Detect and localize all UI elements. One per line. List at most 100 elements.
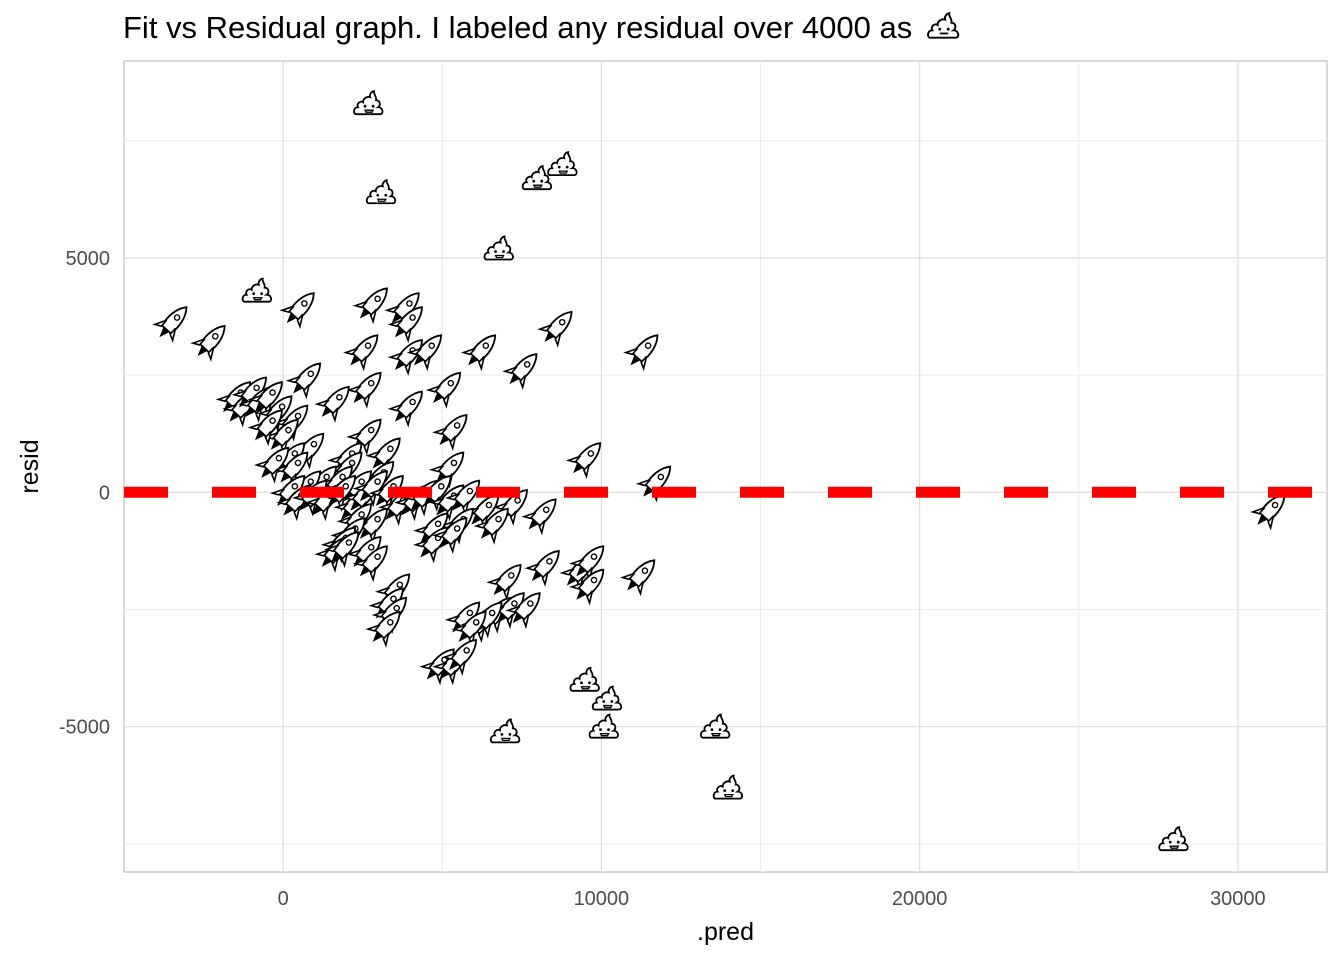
rocket-flame xyxy=(576,566,586,577)
rocket-window xyxy=(657,473,665,481)
rocket-flame xyxy=(312,505,322,516)
poo-mouth xyxy=(500,737,511,742)
rocket-window xyxy=(173,314,181,321)
rocket-window xyxy=(253,384,260,392)
rocket-body xyxy=(545,310,573,340)
rocket-flame xyxy=(576,589,586,600)
poo-icon xyxy=(483,235,514,261)
poo-mouth xyxy=(710,733,722,737)
rocket-window xyxy=(523,361,531,368)
rocket-icon xyxy=(190,324,226,362)
rocket-icon xyxy=(502,353,538,391)
poo-icon xyxy=(700,713,731,739)
rocket-fin xyxy=(502,366,527,391)
rocket-flame xyxy=(331,552,341,563)
poo-eye xyxy=(363,104,367,108)
rocket-icon xyxy=(314,385,350,423)
rocket-fin xyxy=(432,427,457,451)
rocket-flame xyxy=(643,486,653,497)
rocket-body xyxy=(374,437,401,466)
poo-eye xyxy=(371,104,375,108)
rocket-body xyxy=(332,531,360,560)
rocket-body xyxy=(393,292,420,321)
rocket-flame xyxy=(372,458,383,469)
rocket-window xyxy=(511,600,518,607)
rocket-window xyxy=(437,483,445,490)
rocket-fin xyxy=(460,347,486,372)
rocket-icon xyxy=(521,498,557,536)
poo-eye xyxy=(1176,840,1180,844)
rocket-window xyxy=(294,459,302,467)
rocket-flame xyxy=(293,383,303,394)
poo-mouth xyxy=(1169,845,1180,849)
rocket-flame xyxy=(340,510,351,521)
rocket-body xyxy=(577,545,605,574)
rocket-flame xyxy=(245,407,255,417)
rocket-flame xyxy=(229,411,239,422)
rocket-window xyxy=(307,478,315,485)
rocket-icon xyxy=(279,292,315,330)
poo-body xyxy=(483,235,514,261)
rocket-flame xyxy=(197,346,208,356)
rocket-icon xyxy=(253,446,290,484)
rocket-body xyxy=(256,381,283,410)
rocket-window xyxy=(644,342,652,350)
rocket-fin xyxy=(432,661,457,686)
rocket-body xyxy=(262,446,290,476)
rocket-icon xyxy=(537,310,573,348)
rocket-window xyxy=(482,342,490,350)
rocket-fin xyxy=(352,300,377,325)
poo-body xyxy=(700,713,731,739)
rocket-icon xyxy=(524,549,560,587)
rocket-icon xyxy=(323,531,360,569)
rocket-flame xyxy=(385,510,395,521)
rocket-body xyxy=(354,418,382,448)
rocket-window xyxy=(374,478,381,485)
rocket-fin xyxy=(1250,507,1275,531)
rocket-icon xyxy=(425,371,462,409)
rocket-window xyxy=(393,604,400,612)
rocket-window xyxy=(495,515,502,523)
rocket-flame xyxy=(433,392,443,403)
rocket-window xyxy=(466,487,474,495)
y-axis-title: resid xyxy=(16,439,44,493)
poo-eye xyxy=(602,700,606,703)
rocket-flame xyxy=(512,613,523,624)
rocket-flame xyxy=(468,355,478,366)
rocket-body xyxy=(424,474,452,504)
rocket-body xyxy=(361,470,388,499)
rocket-body xyxy=(351,334,379,363)
rocket-window xyxy=(485,501,493,509)
rocket-icon xyxy=(428,451,465,489)
rocket-flame xyxy=(359,566,370,577)
rocket-window xyxy=(590,576,598,584)
rocket-flame xyxy=(391,313,402,324)
rocket-icon xyxy=(451,610,487,648)
poo-icon xyxy=(1158,826,1189,852)
poo-mouth xyxy=(532,184,543,188)
poo-eye xyxy=(599,728,602,732)
rocket-window xyxy=(406,300,413,307)
rocket-flame xyxy=(420,547,430,558)
rocket-flame xyxy=(359,491,370,502)
rocket-window xyxy=(472,618,480,626)
rocket-icon xyxy=(365,437,401,475)
rocket-fin xyxy=(569,582,594,606)
rocket-fin xyxy=(524,563,549,587)
poo-mouth xyxy=(723,793,734,798)
rocket-body xyxy=(631,334,659,363)
rocket-window xyxy=(387,618,394,626)
poo-eye xyxy=(723,789,727,793)
rocket-flame xyxy=(509,374,519,385)
poo-eye xyxy=(260,292,264,296)
rocket-body xyxy=(294,362,322,391)
rocket-window xyxy=(367,543,375,551)
rocket-flame xyxy=(359,308,370,319)
rocket-window xyxy=(342,483,350,490)
poo-mouth xyxy=(376,198,387,202)
poo-eye xyxy=(252,292,256,296)
rocket-window xyxy=(463,647,471,654)
rocket-flame xyxy=(436,505,446,516)
rocket-window xyxy=(527,600,534,607)
